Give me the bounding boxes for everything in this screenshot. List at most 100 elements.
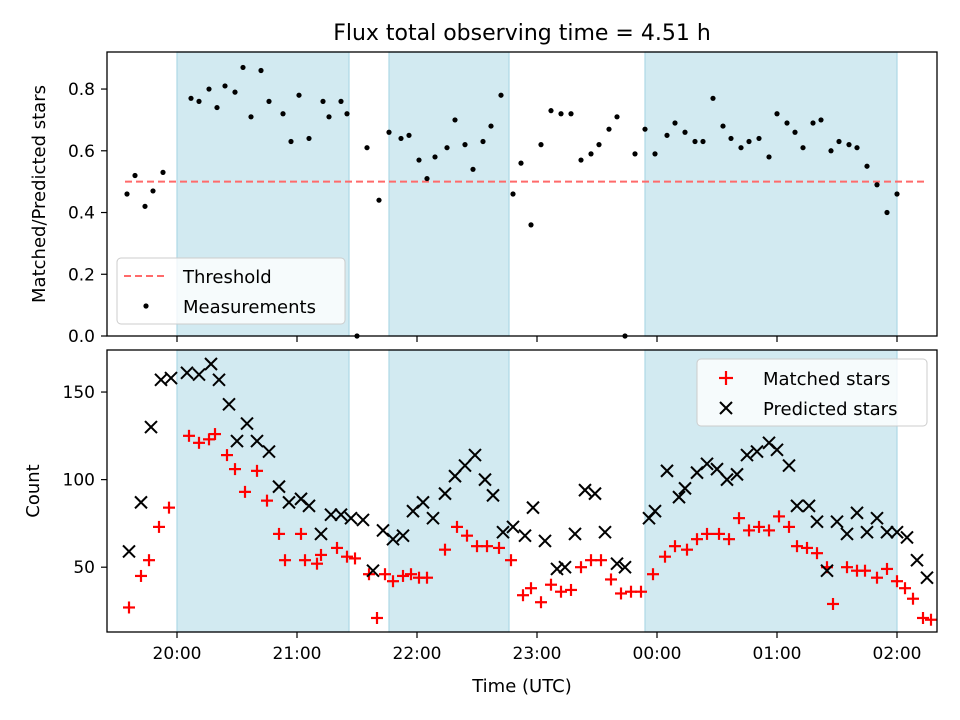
- marker-stroke: [366, 563, 380, 578]
- marker-stroke: [204, 357, 218, 371]
- matched-star-point: [505, 554, 517, 567]
- measurement-point: [488, 123, 494, 129]
- matched-star-point: [565, 583, 577, 596]
- matched-star-point: [239, 485, 251, 498]
- marker-stroke: [578, 483, 592, 497]
- predicted-star-point: [282, 495, 296, 510]
- x-tick-label: 01:00: [753, 644, 802, 664]
- measurement-point: [606, 126, 612, 132]
- predicted-star-point: [230, 434, 244, 448]
- predicted-star-point: [344, 511, 358, 525]
- predicted-stars-series: [122, 357, 934, 585]
- measurement-point: [894, 191, 900, 197]
- predicted-star-point: [558, 560, 572, 574]
- marker-stroke: [154, 373, 168, 387]
- bottom-shaded-regions: [176, 349, 898, 633]
- measurement-point: [132, 172, 138, 179]
- measurement-point: [836, 138, 842, 145]
- top-y-axis: 0.0 0.2 0.4 0.6 0.8: [68, 80, 107, 347]
- marker-stroke: [790, 499, 804, 513]
- measurement-point: [746, 138, 752, 145]
- matched-star-point: [575, 561, 587, 574]
- measurement-point: [432, 154, 438, 160]
- predicted-star-point: [550, 562, 564, 576]
- predicted-star-point: [890, 525, 904, 539]
- marker-stroke: [282, 495, 296, 510]
- marker-stroke: [212, 373, 226, 387]
- predicted-star-point: [578, 483, 592, 497]
- matched-star-point: [635, 585, 647, 598]
- measurement-point: [452, 117, 458, 123]
- marker-stroke: [144, 420, 158, 434]
- matched-star-point: [691, 533, 703, 546]
- predicted-star-point: [730, 467, 744, 482]
- measurement-point: [214, 104, 220, 111]
- marker-stroke: [164, 371, 178, 385]
- measurement-point: [578, 157, 584, 163]
- predicted-star-point: [618, 560, 632, 574]
- matched-star-point: [701, 527, 713, 540]
- measurement-point: [376, 197, 382, 203]
- marker-stroke: [762, 436, 776, 450]
- measurement-point: [424, 175, 430, 182]
- measurement-point: [344, 111, 350, 117]
- top-panel: 0.00.20.40.60.8 Matched/Predicted stars …: [29, 51, 938, 347]
- measurement-point: [258, 67, 264, 74]
- predicted-star-point: [860, 525, 874, 539]
- predicted-star-point: [830, 514, 844, 529]
- marker-stroke: [486, 488, 500, 503]
- measurement-point: [700, 138, 706, 145]
- marker-stroke: [518, 528, 532, 543]
- predicted-star-point: [710, 462, 724, 476]
- measurement-point: [810, 120, 816, 126]
- predicted-star-point: [448, 469, 462, 483]
- measurement-point: [568, 111, 574, 117]
- measurement-point: [538, 142, 544, 148]
- measurement-point: [792, 129, 798, 135]
- chart-title: Flux total observing time = 4.51 h: [333, 21, 711, 46]
- marker-stroke: [880, 525, 894, 539]
- x-tick-label: 02:00: [873, 644, 922, 664]
- matched-star-point: [595, 554, 607, 567]
- marker-stroke: [396, 528, 410, 543]
- predicted-star-point: [750, 444, 764, 459]
- predicted-star-point: [164, 371, 178, 385]
- measurement-point: [416, 157, 422, 163]
- predicted-star-point: [770, 443, 784, 457]
- predicted-star-point: [192, 367, 206, 382]
- top-x-ticks: [176, 336, 898, 342]
- marker-stroke: [496, 525, 510, 539]
- legend-threshold-label: Threshold: [182, 267, 272, 288]
- matched-star-point: [439, 543, 451, 556]
- matched-star-point: [827, 597, 839, 610]
- matched-star-point: [907, 592, 919, 605]
- predicted-star-point: [672, 490, 686, 504]
- marker-stroke: [558, 560, 572, 574]
- matched-star-point: [153, 520, 165, 533]
- marker-stroke: [426, 511, 440, 525]
- marker-stroke: [240, 416, 254, 431]
- matched-star-point: [555, 585, 567, 598]
- measurement-point: [682, 129, 688, 135]
- measurement-point: [470, 166, 476, 172]
- marker-stroke: [192, 367, 206, 382]
- marker-stroke: [730, 467, 744, 482]
- bottom-y-axis: 50 100 150: [63, 383, 107, 578]
- measurement-point: [854, 145, 860, 151]
- marker-stroke: [314, 527, 328, 541]
- predicted-star-point: [660, 464, 674, 478]
- bottom-panel: 50 100 150 20:00 21:00 22:00 23:00 00:00 01:00 0…: [23, 349, 938, 697]
- top-shaded-regions: [176, 51, 898, 337]
- marker-stroke: [870, 511, 884, 525]
- x-axis-label: Time (UTC): [471, 676, 572, 697]
- matched-star-point: [405, 568, 417, 581]
- predicted-star-point: [438, 486, 452, 501]
- matched-star-point: [261, 494, 273, 507]
- measurement-point: [280, 111, 286, 117]
- matched-star-point: [733, 512, 745, 525]
- marker-stroke: [598, 525, 612, 539]
- predicted-star-point: [302, 499, 316, 513]
- predicted-star-point: [700, 457, 714, 471]
- measurement-point: [296, 92, 302, 98]
- predicted-star-point: [314, 527, 328, 541]
